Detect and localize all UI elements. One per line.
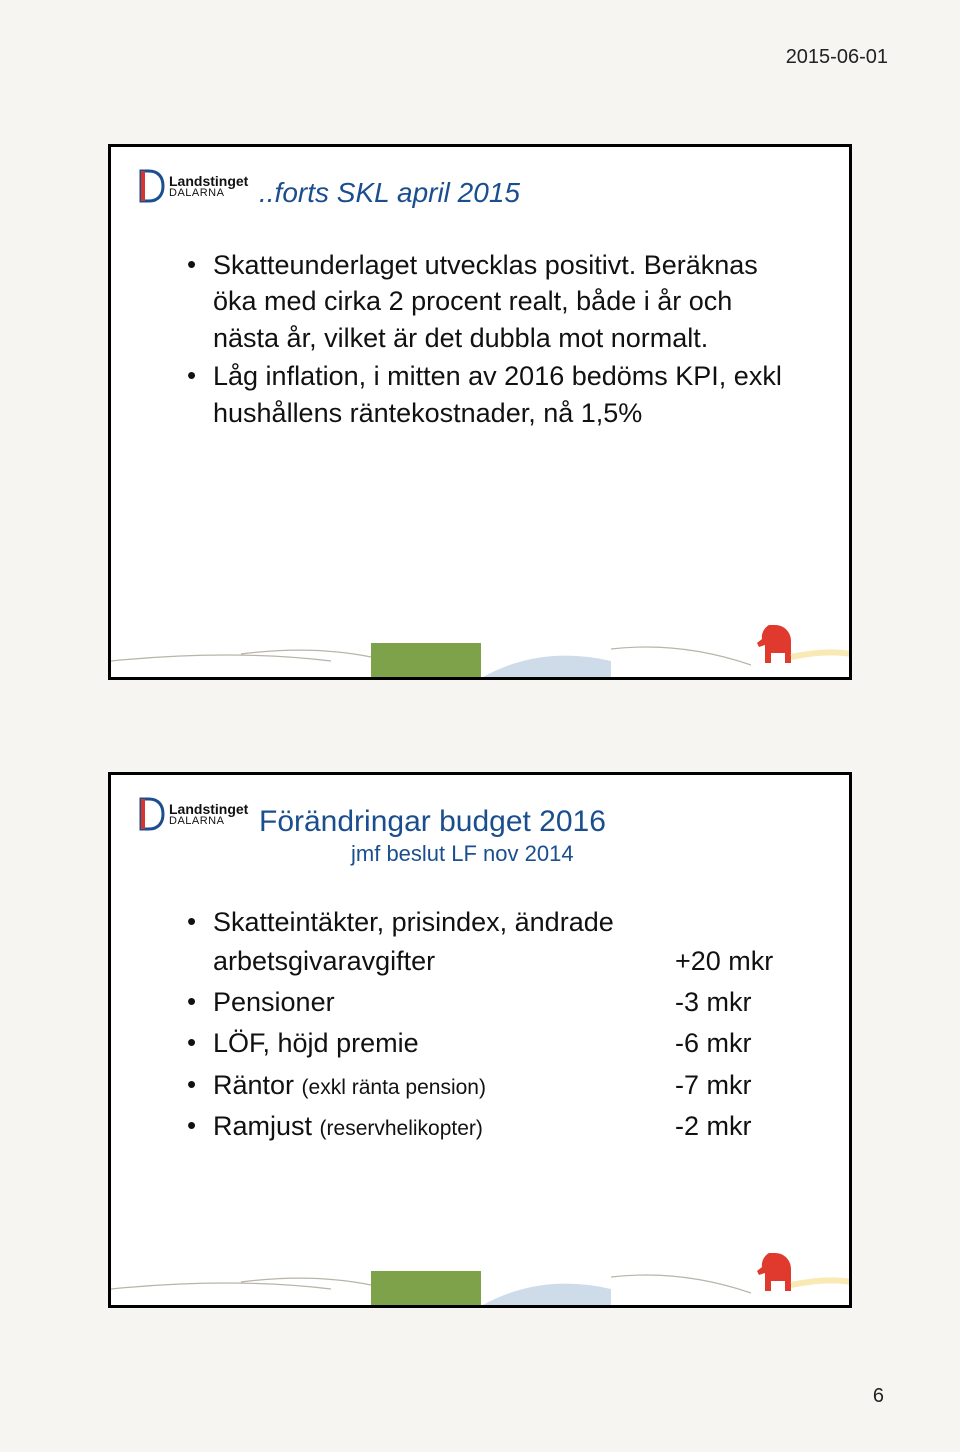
slide2-subtitle: jmf beslut LF nov 2014 bbox=[351, 841, 574, 867]
logo-line1: Landstinget bbox=[169, 802, 248, 816]
slide2-content: Skatteintäkter, prisindex, ändradearbets… bbox=[183, 903, 787, 1148]
slide2-title: Förändringar budget 2016 bbox=[259, 805, 606, 839]
list-item: Räntor (exkl ränta pension)-7 mkr bbox=[183, 1066, 787, 1105]
landstinget-d-icon bbox=[137, 797, 165, 831]
slide-decoration bbox=[111, 1249, 849, 1305]
slide1-title: ..forts SKL april 2015 bbox=[259, 177, 520, 209]
logo-line1: Landstinget bbox=[169, 174, 248, 188]
list-item: Ramjust (reservhelikopter)-2 mkr bbox=[183, 1107, 787, 1146]
list-item: Pensioner-3 mkr bbox=[183, 983, 787, 1022]
logo-line2: DALARNA bbox=[169, 816, 248, 827]
landstinget-d-icon bbox=[137, 169, 165, 203]
logo: Landstinget DALARNA bbox=[137, 797, 248, 831]
logo: Landstinget DALARNA bbox=[137, 169, 248, 203]
page-number: 6 bbox=[873, 1385, 884, 1408]
slide-decoration bbox=[111, 621, 849, 677]
bullet: Skatteunderlaget utvecklas positivt. Ber… bbox=[183, 247, 787, 356]
slide-2: Landstinget DALARNA Förändringar budget … bbox=[108, 772, 852, 1308]
slide1-content: Skatteunderlaget utvecklas positivt. Ber… bbox=[183, 247, 787, 433]
slide-1: Landstinget DALARNA ..forts SKL april 20… bbox=[108, 144, 852, 680]
bullet: Låg inflation, i mitten av 2016 bedöms K… bbox=[183, 358, 787, 431]
logo-line2: DALARNA bbox=[169, 188, 248, 199]
list-item: Skatteintäkter, prisindex, ändradearbets… bbox=[183, 903, 787, 981]
list-item: LÖF, höjd premie-6 mkr bbox=[183, 1024, 787, 1063]
page-date: 2015-06-01 bbox=[786, 46, 888, 69]
